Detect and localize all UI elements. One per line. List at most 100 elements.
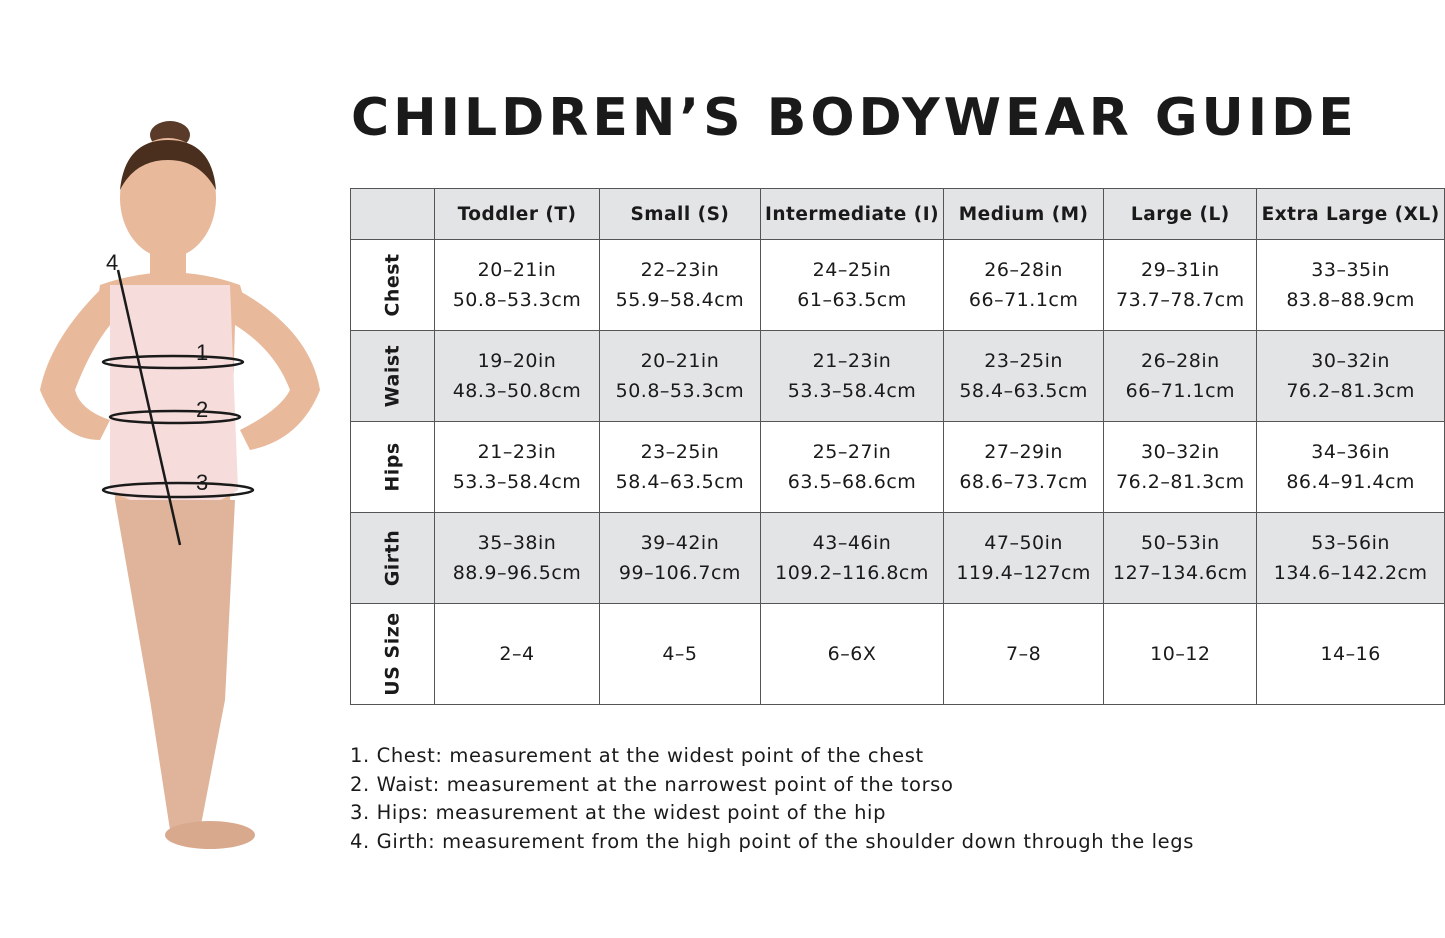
value-cm: 55.9–58.4cm: [615, 289, 745, 311]
row-header: Girth: [349, 512, 436, 604]
table-cell: 6–6X: [760, 603, 944, 705]
value-primary: 26–28in: [984, 259, 1063, 281]
value-primary: 2–4: [499, 643, 535, 665]
table-cell: 19–20in 48.3–50.8cm: [434, 330, 600, 422]
column-header: Toddler (T): [434, 188, 600, 240]
table-cell: 7–8: [942, 603, 1105, 705]
child-figure-illustration: 1 2 3 4: [40, 121, 320, 849]
value-primary: 30–32in: [1311, 350, 1390, 372]
value-primary: 53–56in: [1311, 532, 1390, 554]
table-row-girth: Girth 35–38in 88.9–96.5cm 39–42in 99–106.7cm…: [349, 512, 1445, 604]
note-waist: 2. Waist: measurement at the narrowest p…: [350, 772, 954, 796]
row-label: US Size: [381, 612, 404, 696]
table-cell: 4–5: [598, 603, 762, 705]
value-cm: 83.8–88.9cm: [1286, 289, 1415, 311]
row-header: Waist: [349, 330, 436, 422]
value-primary: 20–21in: [640, 350, 720, 372]
table-cell: 34–36in 86.4–91.4cm: [1256, 421, 1445, 513]
value-primary: 50–53in: [1141, 532, 1220, 554]
column-header: Intermediate (I): [760, 188, 944, 240]
value-cm: 48.3–50.8cm: [452, 380, 582, 402]
value-primary: 25–27in: [812, 441, 892, 463]
table-cell: 26–28in 66–71.1cm: [942, 239, 1105, 331]
column-header: Extra Large (XL): [1256, 188, 1445, 240]
table-cell: 23–25in 58.4–63.5cm: [598, 421, 762, 513]
table-cell: 33–35in 83.8–88.9cm: [1256, 239, 1445, 331]
row-label: Hips: [381, 442, 404, 492]
figure-label-2: 2: [196, 397, 208, 422]
figure-label-3: 3: [196, 470, 208, 495]
value-primary: 33–35in: [1311, 259, 1390, 281]
value-cm: 134.6–142.2cm: [1273, 562, 1428, 584]
value-primary: 43–46in: [812, 532, 892, 554]
value-cm: 50.8–53.3cm: [615, 380, 745, 402]
value-cm: 53.3–58.4cm: [787, 380, 917, 402]
value-cm: 66–71.1cm: [968, 289, 1079, 311]
value-primary: 34–36in: [1311, 441, 1390, 463]
value-cm: 73.7–78.7cm: [1116, 289, 1245, 311]
page-title: CHILDREN’S BODYWEAR GUIDE: [351, 88, 1358, 148]
value-primary: 7–8: [1006, 643, 1042, 665]
table-row-chest: Chest 20–21in 50.8–53.3cm 22–23in 55.9–58.4c…: [349, 239, 1445, 331]
value-cm: 58.4–63.5cm: [959, 380, 1088, 402]
value-cm: 50.8–53.3cm: [452, 289, 582, 311]
value-primary: 21–23in: [477, 441, 557, 463]
value-cm: 119.4–127cm: [956, 562, 1091, 584]
table-cell: 43–46in 109.2–116.8cm: [760, 512, 944, 604]
value-cm: 58.4–63.5cm: [615, 471, 745, 493]
value-cm: 127–134.6cm: [1113, 562, 1248, 584]
value-primary: 47–50in: [984, 532, 1063, 554]
note-chest: 1. Chest: measurement at the widest poin…: [350, 744, 924, 767]
corner-cell: [349, 188, 436, 240]
value-primary: 10–12: [1150, 643, 1211, 665]
column-header: Medium (M): [942, 188, 1105, 240]
table-cell: 29–31in 73.7–78.7cm: [1103, 239, 1258, 331]
value-primary: 23–25in: [640, 441, 720, 463]
column-header: Large (L): [1103, 188, 1258, 240]
row-label: Chest: [381, 253, 404, 317]
table-cell: 21–23in 53.3–58.4cm: [434, 421, 600, 513]
value-cm: 99–106.7cm: [618, 562, 741, 584]
value-primary: 21–23in: [812, 350, 892, 372]
size-chart-table: Toddler (T) Small (S) Intermediate (I) M…: [349, 188, 1445, 705]
value-primary: 39–42in: [640, 532, 720, 554]
table-cell: 22–23in 55.9–58.4cm: [598, 239, 762, 331]
table-cell: 14–16: [1256, 603, 1445, 705]
value-primary: 24–25in: [812, 259, 892, 281]
table-cell: 21–23in 53.3–58.4cm: [760, 330, 944, 422]
table-cell: 35–38in 88.9–96.5cm: [434, 512, 600, 604]
table-cell: 24–25in 61–63.5cm: [760, 239, 944, 331]
table-cell: 30–32in 76.2–81.3cm: [1256, 330, 1445, 422]
table-cell: 47–50in 119.4–127cm: [942, 512, 1105, 604]
value-primary: 27–29in: [984, 441, 1063, 463]
table-cell: 26–28in 66–71.1cm: [1103, 330, 1258, 422]
row-label: Girth: [381, 529, 404, 587]
value-cm: 66–71.1cm: [1125, 380, 1236, 402]
table-cell: 23–25in 58.4–63.5cm: [942, 330, 1105, 422]
row-header: Chest: [349, 239, 436, 331]
table-row-waist: Waist 19–20in 48.3–50.8cm 20–21in 50.8–53.3c…: [349, 330, 1445, 422]
table-cell: 53–56in 134.6–142.2cm: [1256, 512, 1445, 604]
row-header: Hips: [349, 421, 436, 513]
note-hips: 3. Hips: measurement at the widest point…: [350, 801, 887, 824]
table-cell: 27–29in 68.6–73.7cm: [942, 421, 1105, 513]
table-cell: 39–42in 99–106.7cm: [598, 512, 762, 604]
value-cm: 61–63.5cm: [797, 289, 907, 311]
value-cm: 86.4–91.4cm: [1286, 471, 1415, 493]
measurement-notes: 1. Chest: measurement at the widest poin…: [350, 742, 1194, 856]
value-cm: 68.6–73.7cm: [959, 471, 1088, 493]
table-cell: 25–27in 63.5–68.6cm: [760, 421, 944, 513]
value-primary: 20–21in: [477, 259, 557, 281]
figure-label-1: 1: [196, 340, 208, 365]
value-cm: 53.3–58.4cm: [452, 471, 582, 493]
value-cm: 88.9–96.5cm: [452, 562, 582, 584]
value-primary: 35–38in: [477, 532, 557, 554]
value-cm: 76.2–81.3cm: [1116, 471, 1245, 493]
value-primary: 14–16: [1320, 643, 1381, 665]
value-primary: 4–5: [662, 643, 698, 665]
value-cm: 63.5–68.6cm: [787, 471, 917, 493]
table-cell: 2–4: [434, 603, 600, 705]
table-cell: 20–21in 50.8–53.3cm: [598, 330, 762, 422]
column-header: Small (S): [598, 188, 762, 240]
row-header: US Size: [349, 603, 436, 705]
